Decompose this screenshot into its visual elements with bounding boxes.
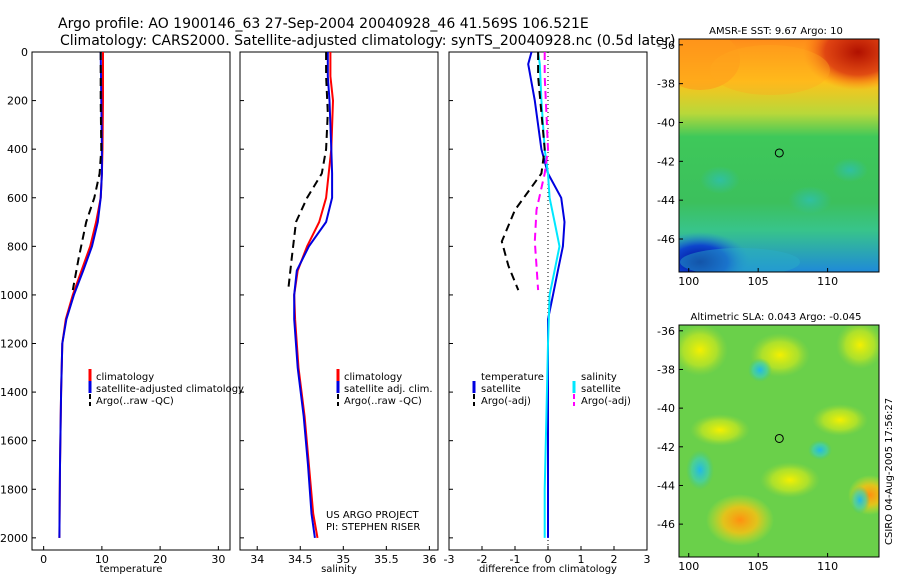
salinity-profile-panel: 34 34.5 35 35.5 36 salinity climatology sate… <box>239 51 439 575</box>
sst-longitude-label: 100 <box>678 275 699 288</box>
sla-latitude-label: -46 <box>657 518 675 531</box>
salinity-x-tick-label: 34 <box>250 553 264 566</box>
salinity-series-argo-raw-qc <box>287 52 329 291</box>
sst-latitude-label: -40 <box>657 116 675 129</box>
timestamp-stamp: CSIRO 04-Aug-2005 17:56:27 <box>884 398 895 545</box>
sla-map-panel: Altimetric SLA: 0.043 Argo: -0.045 100 10… <box>657 312 880 573</box>
sst-latitude-label: -38 <box>657 78 675 91</box>
legend-label-temp-satellite: satellite <box>481 384 521 395</box>
legend-title-temperature: temperature <box>481 372 544 383</box>
depth-tick-label: 1600 <box>0 435 28 448</box>
temperature-x-tick-label: 20 <box>153 553 167 566</box>
legend-label-sal-satellite: satellite <box>581 384 621 395</box>
legend-title-salinity: salinity <box>581 372 617 383</box>
legend-label-climatology: climatology <box>344 372 402 383</box>
credit-line2: PI: STEPHEN RISER <box>326 522 420 533</box>
credit-line1: US ARGO PROJECT <box>326 510 420 521</box>
legend-label-climatology: climatology <box>96 372 154 383</box>
salinity-plot-frame <box>239 51 439 551</box>
salinity-x-axis-label: salinity <box>321 564 357 575</box>
depth-tick-label: 1800 <box>0 483 28 496</box>
salinity-series-satellite-adj-clim <box>293 52 334 539</box>
difference-x-tick-label: 2 <box>611 553 618 566</box>
temperature-series-argo-raw-qc <box>71 52 103 291</box>
difference-legend-salinity: salinity satellite Argo(-adj) <box>572 372 631 407</box>
sst-map-frame <box>678 38 880 273</box>
depth-tick-label: 600 <box>7 192 28 205</box>
temperature-plot-frame <box>31 51 231 551</box>
figure-title-line1: Argo profile: AO 1900146_63 27-Sep-2004 … <box>58 16 589 32</box>
depth-tick-label: 1000 <box>0 289 28 302</box>
difference-x-tick-label: -2 <box>477 553 488 566</box>
difference-legend-temperature: temperature satellite Argo(-adj) <box>472 372 544 407</box>
legend-label-satellite: satellite adj. clim. <box>344 384 433 395</box>
salinity-x-tick-label: 35 <box>336 553 350 566</box>
temperature-x-tick-label: 0 <box>40 553 47 566</box>
legend-label-argo: Argo(..raw -QC) <box>96 396 174 407</box>
depth-tick-label: 0 <box>21 46 28 59</box>
sla-latitude-label: -38 <box>657 363 675 376</box>
figure-title-line2: Climatology: CARS2000. Satellite-adjuste… <box>60 33 675 49</box>
legend-label-sal-argo: Argo(-adj) <box>581 396 631 407</box>
sla-latitude-label: -44 <box>657 479 675 492</box>
sst-longitude-label: 105 <box>748 275 769 288</box>
difference-series-temperature-argo-adj <box>500 52 546 291</box>
sst-latitude-label: -42 <box>657 155 675 168</box>
sla-latitude-label: -40 <box>657 402 675 415</box>
sst-map-panel: AMSR-E SST: 9.67 Argo: 10 100 105 110 -36 -3… <box>657 26 880 288</box>
difference-x-axis-label: difference from climatology <box>479 564 617 575</box>
depth-tick-label: 200 <box>7 95 28 108</box>
sst-latitude-label: -36 <box>657 39 675 52</box>
difference-x-tick-label: -1 <box>510 553 521 566</box>
sla-latitude-label: -42 <box>657 441 675 454</box>
difference-profile-panel: -3 -2 -1 0 1 2 3 difference from climatology t… <box>444 51 651 575</box>
sla-argo-position-marker <box>774 433 784 443</box>
sst-map-title: AMSR-E SST: 9.67 Argo: 10 <box>709 26 843 37</box>
difference-x-tick-label: 0 <box>545 553 552 566</box>
sla-longitude-label: 105 <box>748 560 769 573</box>
salinity-legend: climatology satellite adj. clim. Argo(..… <box>336 369 433 407</box>
depth-tick-label: 1400 <box>0 386 28 399</box>
difference-x-tick-label: -3 <box>444 553 455 566</box>
salinity-x-tick-label: 36 <box>422 553 436 566</box>
temperature-legend: climatology satellite-adjusted climatolo… <box>88 369 244 407</box>
temperature-x-axis-label: temperature <box>100 564 163 575</box>
sst-longitude-label: 110 <box>817 275 838 288</box>
depth-tick-label: 2000 <box>0 532 28 545</box>
sst-heatmap <box>679 39 879 272</box>
sst-latitude-label: -46 <box>657 233 675 246</box>
depth-tick-label: 400 <box>7 143 28 156</box>
difference-x-tick-label: 3 <box>644 553 651 566</box>
temperature-profile-panel: 0 10 20 30 0 200 400 600 800 1000 1200 1400 1600 1800… <box>0 46 244 575</box>
legend-label-argo: Argo(..raw -QC) <box>344 396 422 407</box>
sla-heatmap <box>679 325 879 557</box>
salinity-x-tick-label: 35.5 <box>374 553 399 566</box>
difference-series-salinity-argo-adj <box>533 52 549 291</box>
temperature-x-tick-label: 30 <box>211 553 225 566</box>
sla-longitude-label: 110 <box>817 560 838 573</box>
sst-argo-position-marker <box>774 148 784 158</box>
difference-x-tick-label: 1 <box>578 553 585 566</box>
legend-label-temp-argo: Argo(-adj) <box>481 396 531 407</box>
temperature-series-climatology <box>58 52 104 538</box>
temperature-series-satellite-adjusted-climatology <box>58 51 103 538</box>
sla-map-title: Altimetric SLA: 0.043 Argo: -0.045 <box>691 312 862 323</box>
sla-map-frame <box>678 324 880 558</box>
sla-longitude-label: 100 <box>678 560 699 573</box>
depth-tick-label: 1200 <box>0 338 28 351</box>
sst-latitude-label: -44 <box>657 194 675 207</box>
legend-label-satellite: satellite-adjusted climatology <box>96 384 244 395</box>
sla-latitude-label: -36 <box>657 325 675 338</box>
depth-tick-label: 800 <box>7 240 28 253</box>
salinity-x-tick-label: 34.5 <box>288 553 313 566</box>
temperature-x-tick-label: 10 <box>95 553 109 566</box>
